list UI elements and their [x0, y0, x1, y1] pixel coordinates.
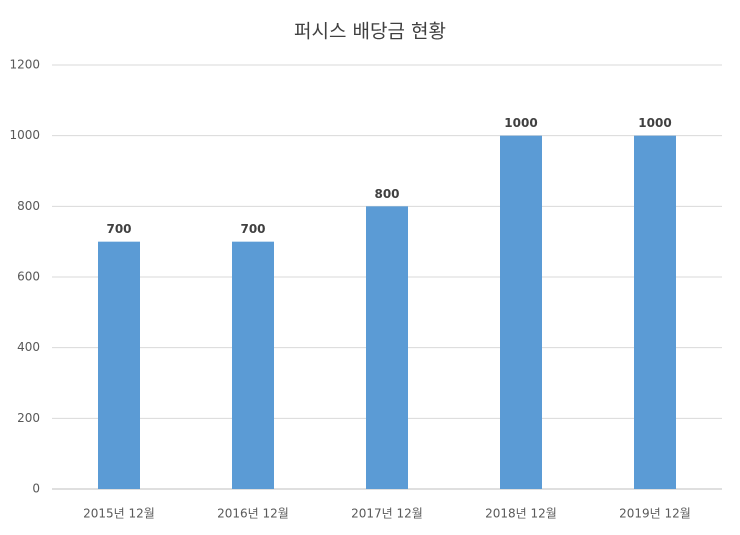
- y-tick-label: 0: [32, 482, 40, 496]
- bar: [366, 206, 408, 490]
- y-tick-label: 400: [17, 340, 40, 354]
- x-tick-label: 2018년 12월: [485, 507, 557, 521]
- data-label: 1000: [504, 116, 537, 130]
- x-tick-label: 2016년 12월: [217, 507, 289, 521]
- x-tick-label: 2015년 12월: [83, 507, 155, 521]
- y-tick-label: 1200: [9, 58, 40, 72]
- y-tick-label: 200: [17, 411, 40, 425]
- data-label: 1000: [638, 116, 671, 130]
- y-tick-label: 1000: [9, 128, 40, 142]
- chart-title: 퍼시스 배당금 현황: [294, 21, 446, 43]
- data-label: 700: [106, 222, 131, 236]
- bar: [634, 135, 676, 489]
- x-tick-label: 2019년 12월: [619, 507, 691, 521]
- data-label: 800: [374, 187, 399, 201]
- x-tick-label: 2017년 12월: [351, 507, 423, 521]
- bar: [98, 241, 140, 489]
- y-tick-label: 800: [17, 199, 40, 213]
- bar: [232, 241, 274, 489]
- data-label: 700: [240, 222, 265, 236]
- y-tick-label: 600: [17, 270, 40, 284]
- bar: [500, 135, 542, 489]
